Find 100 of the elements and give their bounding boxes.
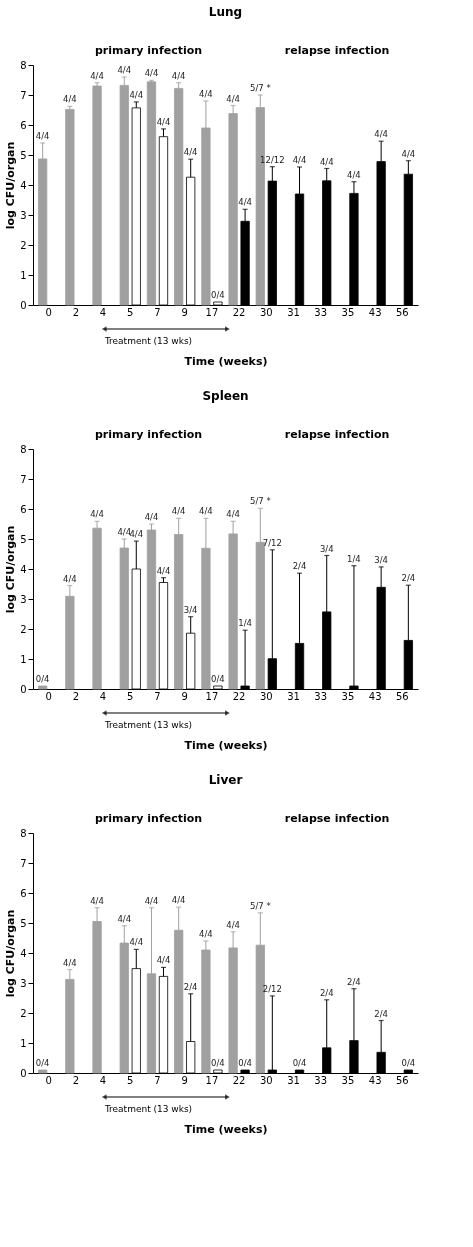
- x-tick-label: 9: [181, 1074, 188, 1086]
- annotation: 0/4: [35, 1058, 50, 1068]
- annotation: 3/4: [183, 604, 198, 615]
- annotation: 4/4: [90, 895, 104, 906]
- text: relapse infection: [284, 428, 390, 441]
- y-tick-label: 6: [20, 119, 27, 131]
- annotation: 2/4: [401, 573, 416, 584]
- x-tick-label: 4: [99, 1074, 107, 1086]
- annotation: 2/4: [347, 976, 361, 987]
- x-tick-label: 4: [99, 690, 107, 702]
- x-axis-title: Time (weeks): [184, 354, 268, 368]
- annotation: 0/4: [211, 674, 225, 684]
- y-tick-label: 8: [20, 59, 27, 71]
- x-axis-title: Time (weeks): [184, 1122, 268, 1136]
- text: primary infection: [94, 812, 203, 825]
- x-tick-label: 33: [314, 306, 328, 318]
- x-tick-label: 30: [259, 1074, 273, 1086]
- annotation: 4/4: [199, 89, 213, 99]
- y-tick-label: 2: [20, 239, 27, 251]
- bar: [38, 1069, 48, 1074]
- annotation: 4/4: [171, 70, 186, 81]
- text: relapse infection: [284, 812, 390, 825]
- annotation: 4/4: [374, 129, 388, 140]
- annotation: 4/4: [156, 955, 171, 966]
- x-tick-label: 7: [154, 690, 161, 702]
- annotation: 0/4: [292, 1058, 307, 1068]
- x-tick-label: 9: [181, 306, 188, 318]
- annotation: 4/4: [238, 197, 252, 208]
- annotation: 4/4: [347, 169, 361, 180]
- x-tick-label: 5: [127, 1074, 134, 1086]
- y-tick-label: 2: [20, 1007, 27, 1019]
- y-tick-label: 5: [20, 149, 27, 161]
- annotation: 3/4: [374, 554, 388, 565]
- annotation: 4/4: [199, 929, 213, 939]
- annotation: 4/4: [129, 529, 144, 540]
- text: relapse infection: [284, 44, 390, 57]
- annotation: 4/4: [117, 65, 132, 75]
- bar: [38, 685, 48, 690]
- annotation: 4/4: [144, 512, 159, 522]
- annotation: 0/4: [238, 1058, 252, 1068]
- y-tick-label: 3: [20, 209, 27, 221]
- annotation: 1/4: [238, 618, 252, 629]
- x-tick-label: 31: [287, 306, 300, 318]
- bar: [146, 81, 157, 306]
- annotation: 0/4: [211, 290, 225, 300]
- annotation: 4/4: [63, 573, 77, 584]
- x-tick-label: 5: [127, 690, 134, 702]
- annotation: 4/4: [319, 156, 334, 167]
- x-tick-label: 2: [72, 1074, 80, 1086]
- annotation: 4/4: [171, 895, 186, 906]
- annotation: 2/4: [319, 987, 334, 998]
- y-tick-label: 3: [20, 977, 27, 989]
- annotation: 4/4: [292, 155, 307, 165]
- x-tick-label: 0: [45, 690, 52, 702]
- x-tick-label: 33: [314, 690, 328, 702]
- x-tick-label: 2: [72, 690, 80, 702]
- x-tick-label: 17: [205, 1074, 219, 1086]
- bar: [146, 529, 157, 690]
- y-tick-label: 1: [20, 653, 27, 665]
- x-tick-label: 30: [259, 690, 273, 702]
- annotation: 2/4: [183, 981, 198, 992]
- y-tick-label: 6: [20, 887, 27, 899]
- annotation: 4/4: [226, 509, 240, 520]
- annotation: 4/4: [63, 94, 77, 105]
- chart-title: Lung: [208, 5, 243, 19]
- annotation: 4/4: [35, 131, 50, 141]
- annotation: 1/4: [347, 553, 361, 564]
- annotation: 3/4: [319, 543, 334, 554]
- annotation: 4/4: [199, 506, 213, 517]
- y-tick-label: 8: [20, 443, 27, 455]
- annotation: 4/4: [156, 116, 171, 127]
- x-tick-label: 5: [127, 306, 134, 318]
- y-tick-label: 5: [20, 533, 27, 545]
- y-tick-label: 1: [20, 1037, 27, 1049]
- x-tick-label: 30: [259, 306, 273, 318]
- annotation: 4/4: [117, 527, 132, 537]
- x-tick-label: 56: [395, 306, 409, 318]
- y-tick-label: 7: [20, 89, 27, 101]
- annotation: 2/4: [374, 1008, 388, 1019]
- annotation: 4/4: [401, 148, 416, 159]
- annotation: 0/4: [35, 674, 50, 684]
- y-axis-title: log CFU/organ: [4, 525, 18, 614]
- x-tick-label: 2: [72, 306, 80, 318]
- annotation: 4/4: [144, 68, 159, 79]
- annotation: 2/12: [262, 983, 282, 994]
- x-axis-title: Time (weeks): [184, 738, 268, 752]
- y-tick-label: 7: [20, 473, 27, 485]
- x-tick-label: 43: [368, 690, 382, 702]
- y-tick-label: 4: [20, 563, 27, 575]
- annotation: 4/4: [144, 895, 159, 906]
- annotation: 7/12: [262, 537, 282, 548]
- x-tick-label: 22: [232, 1074, 246, 1086]
- text: Treatment (13 wks): [103, 1104, 193, 1114]
- annotation: 4/4: [90, 70, 104, 81]
- y-tick-label: 4: [20, 179, 27, 191]
- x-tick-label: 35: [341, 1074, 355, 1086]
- y-tick-label: 1: [20, 269, 27, 281]
- y-tick-label: 4: [20, 947, 27, 959]
- x-tick-label: 56: [395, 1074, 409, 1086]
- text: Treatment (13 wks): [103, 336, 193, 346]
